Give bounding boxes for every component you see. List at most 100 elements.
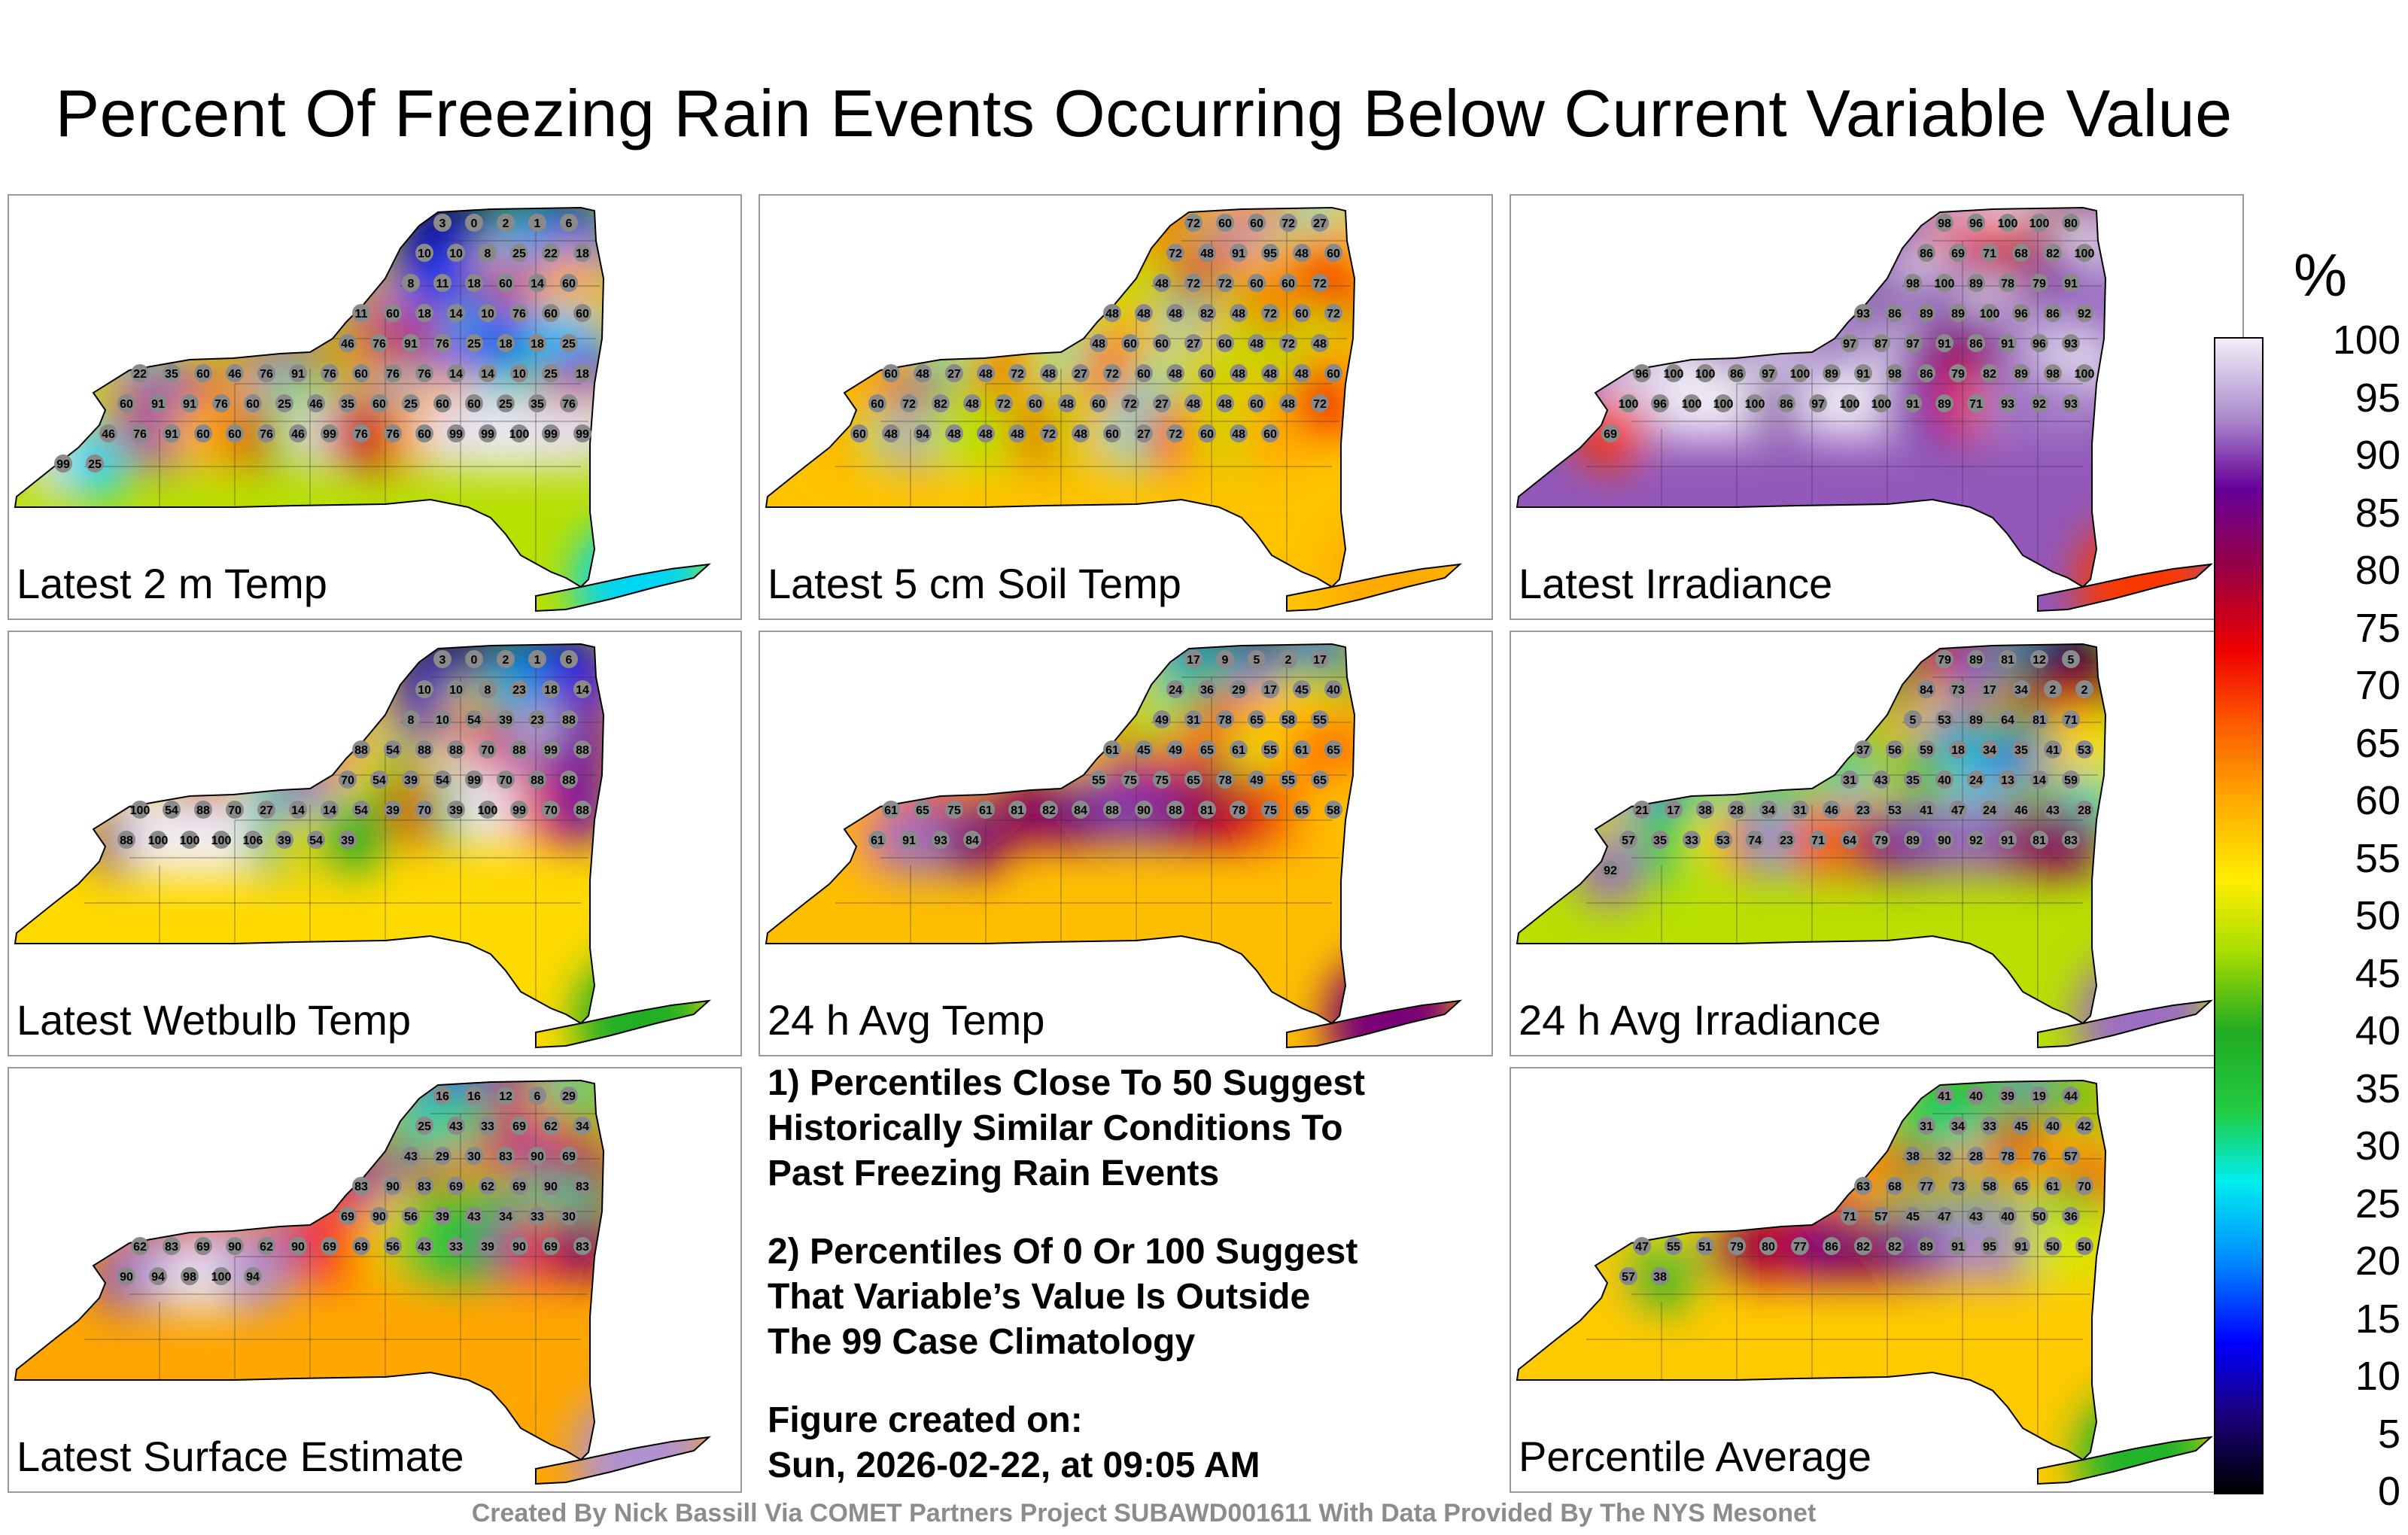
station-marker: 78 — [1216, 710, 1234, 728]
station-value: 100 — [478, 804, 498, 817]
station-marker: 8 — [479, 244, 497, 262]
station-dot — [321, 424, 339, 442]
station-marker: 69 — [339, 1207, 357, 1225]
station-marker: 48 — [1216, 394, 1234, 412]
station-marker: 60 — [1135, 364, 1153, 382]
station-marker: 33 — [528, 1207, 546, 1225]
station-value: 5 — [2068, 654, 2075, 667]
station-value: 99 — [323, 428, 336, 441]
station-value: 60 — [1295, 308, 1309, 321]
station-dot — [289, 364, 307, 382]
station-dot — [882, 424, 900, 442]
station-dot — [1841, 771, 1859, 789]
station-value: 47 — [1938, 1211, 1951, 1223]
station-marker: 100 — [2029, 214, 2049, 232]
station-value: 96 — [2033, 338, 2046, 351]
station-value: 65 — [1295, 804, 1309, 817]
station-value: 96 — [1969, 217, 1983, 230]
station-marker: 6 — [560, 650, 578, 668]
station-dot — [194, 364, 212, 382]
state-outline — [1286, 999, 1463, 1049]
colorbar-tick: 80 — [2355, 548, 2400, 593]
station-marker: 97 — [1759, 364, 1777, 382]
station-value: 33 — [449, 1241, 463, 1254]
station-marker: 60 — [226, 424, 244, 442]
station-marker: 17 — [1981, 680, 1999, 698]
station-dot — [1279, 771, 1297, 789]
station-dot — [370, 394, 388, 412]
station-marker: 28 — [1728, 801, 1746, 819]
station-value: 49 — [1169, 744, 1182, 757]
station-marker: 65 — [1324, 740, 1342, 758]
station-value: 89 — [1920, 1241, 1933, 1254]
station-dot — [1651, 1267, 1669, 1285]
station-dot — [1917, 364, 1935, 382]
station-value: 76 — [260, 368, 273, 381]
station-marker: 61 — [868, 831, 886, 849]
panel-label: Latest Irradiance — [1519, 560, 1833, 607]
station-value: 97 — [1843, 338, 1856, 351]
station-marker: 10 — [479, 304, 497, 322]
station-dot — [163, 364, 181, 382]
station-value: 60 — [1105, 428, 1119, 441]
station-marker: 69 — [1601, 424, 1619, 442]
station-value: 99 — [449, 428, 463, 441]
station-dot — [977, 801, 995, 819]
station-value: 88 — [196, 804, 210, 817]
station-marker: 60 — [1153, 334, 1171, 352]
station-dot — [1949, 364, 1967, 382]
station-value: 58 — [1327, 804, 1340, 817]
station-dot — [1759, 1237, 1777, 1255]
station-marker: 16 — [433, 1087, 451, 1105]
station-value: 87 — [1874, 338, 1888, 351]
station-dot — [1935, 771, 1953, 789]
station-marker: 94 — [244, 1267, 262, 1285]
station-dot — [560, 1207, 578, 1225]
station-value: 6 — [566, 654, 573, 667]
station-marker: 72 — [1103, 364, 1121, 382]
station-dot — [497, 214, 515, 232]
station-dot — [370, 771, 388, 789]
station-value: 46 — [291, 428, 305, 441]
station-value: 1 — [534, 654, 541, 667]
station-value: 40 — [2046, 1120, 2060, 1133]
station-dot — [1135, 364, 1153, 382]
station-value: 72 — [1105, 368, 1119, 381]
station-value: 8 — [485, 684, 491, 697]
station-marker: 89 — [1823, 364, 1841, 382]
station-marker: 60 — [560, 274, 578, 292]
station-value: 91 — [1951, 1241, 1965, 1254]
station-value: 48 — [1169, 368, 1182, 381]
station-dot — [1823, 801, 1841, 819]
station-dot — [226, 801, 244, 819]
station-marker: 27 — [1072, 364, 1090, 382]
station-dot — [1823, 364, 1841, 382]
station-dot — [1121, 771, 1139, 789]
station-value: 100 — [130, 804, 150, 817]
station-dot — [2030, 1147, 2048, 1165]
station-dot — [352, 304, 370, 322]
station-value: 79 — [1951, 368, 1965, 381]
station-dot — [1198, 244, 1216, 262]
station-dot — [181, 831, 199, 849]
station-value: 31 — [1187, 714, 1200, 727]
station-value: 6 — [566, 217, 573, 230]
station-value: 99 — [56, 458, 70, 471]
station-value: 57 — [1622, 1271, 1635, 1284]
station-marker: 100 — [1619, 394, 1638, 412]
station-marker: 70 — [339, 771, 357, 789]
station-marker: 86 — [1917, 364, 1935, 382]
station-value: 32 — [1938, 1150, 1951, 1163]
station-dot — [1935, 710, 1953, 728]
station-dot — [1166, 244, 1184, 262]
station-dot — [149, 831, 167, 849]
station-marker: 47 — [1633, 1237, 1651, 1255]
station-dot — [868, 394, 886, 412]
station-dot — [433, 1207, 451, 1225]
station-marker: 76 — [321, 364, 339, 382]
station-marker: 60 — [1121, 334, 1139, 352]
station-marker: 99 — [542, 424, 560, 442]
station-value: 95 — [1263, 248, 1277, 260]
station-value: 61 — [1232, 744, 1245, 757]
